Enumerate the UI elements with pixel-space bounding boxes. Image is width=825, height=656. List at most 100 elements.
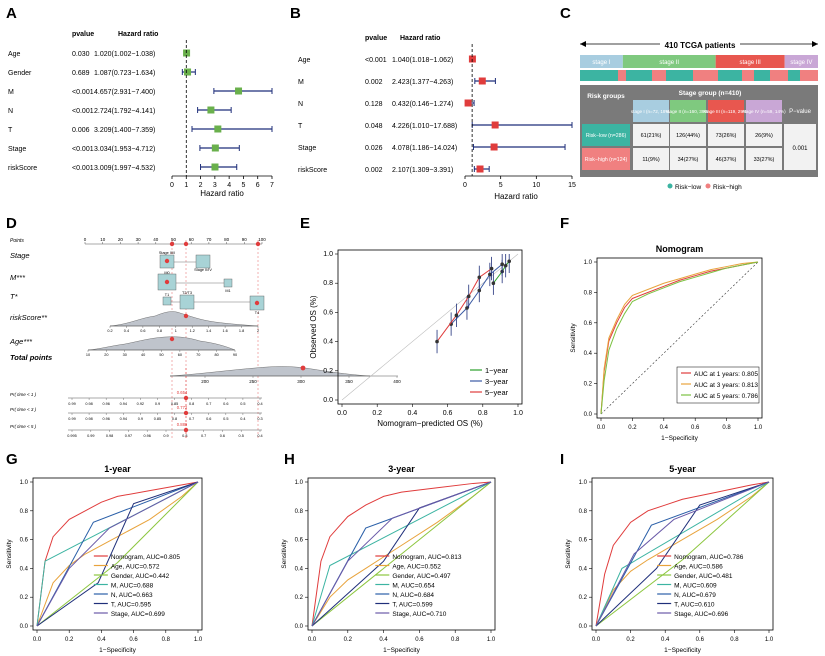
plot-title: 1-year xyxy=(104,464,131,474)
stage-segment xyxy=(580,55,623,68)
stage-dot xyxy=(164,258,170,264)
stage-group-label: Stage group (n=410) xyxy=(679,90,742,97)
y-tick-label: 0.6 xyxy=(584,321,593,327)
table-cell xyxy=(746,148,782,170)
col-header-cell xyxy=(746,100,782,122)
probability-annotation: 0.772 xyxy=(177,405,188,410)
y-tick-label: 0.0 xyxy=(584,412,593,418)
row-hr-text: 1.040(1.018−1.062) xyxy=(392,57,453,64)
legend-label: 5−year xyxy=(485,388,509,397)
stage-label: Stage II/IV xyxy=(194,268,212,272)
guide-dot xyxy=(183,241,189,247)
b-rows: Age <0.001 1.040(1.018−1.062) M 0.002 2.423(1… xyxy=(298,55,573,174)
calibration-point xyxy=(491,281,496,286)
calibration-point xyxy=(465,306,469,310)
panel-letter-A: A xyxy=(6,5,17,22)
plot-frame xyxy=(596,257,763,419)
calibration-point xyxy=(500,262,504,267)
row-hr-text: 2.724(1.792−4.141) xyxy=(94,108,155,115)
row-label: Gender xyxy=(8,70,32,77)
y-tick-label: 0.6 xyxy=(20,538,29,544)
x-tick-label: 0.0 xyxy=(597,425,606,431)
table-cell-text: 126(44%) xyxy=(676,133,700,139)
col-header-text: stage I (n=72, 18%) xyxy=(631,109,672,114)
riskscore-tick-label: 0.4 xyxy=(124,329,129,333)
nomogram-row-label: Pr( time < 5 ) xyxy=(10,424,37,429)
total-tick-label: 250 xyxy=(249,379,257,384)
y-axis-label: Sensitivity xyxy=(6,539,13,569)
x-tick-label: 0 xyxy=(463,182,467,189)
row-pvalue: 0.002 xyxy=(365,167,383,174)
table-cell-text: 11(9%) xyxy=(642,157,659,163)
legend-label: T, AUC=0.595 xyxy=(111,602,152,609)
legend-label: Nomogram, AUC=0.786 xyxy=(674,554,744,561)
probability-tick-label: 0.9 xyxy=(138,417,143,421)
row-pvalue: <0.001 xyxy=(72,165,94,172)
calibration-line xyxy=(436,268,492,342)
calibration-point xyxy=(466,294,471,299)
legend-label: N, AUC=0.663 xyxy=(111,592,153,599)
legend-label: Stage, AUC=0.696 xyxy=(674,611,728,618)
hr-marker xyxy=(491,121,499,129)
calibration-point xyxy=(454,313,459,318)
probability-tick-label: 0.8 xyxy=(172,417,177,421)
legend-label: 3−year xyxy=(485,377,509,386)
riskscore-tick-label: 0.6 xyxy=(140,329,145,333)
col-header-text: stage II (n=160, 39%) xyxy=(666,109,711,114)
y-tick-label: 0.0 xyxy=(579,624,588,630)
x-tick-label: 0.6 xyxy=(443,410,453,417)
legend-label: M, AUC=0.609 xyxy=(674,583,717,590)
table-cell-text: 34(27%) xyxy=(678,157,699,163)
legend-label: Age, AUC=0.586 xyxy=(674,564,723,571)
table-cell-text: 73(26%) xyxy=(716,133,737,139)
table-cell xyxy=(670,148,706,170)
legend-label: Stage, AUC=0.710 xyxy=(392,611,446,618)
x-tick-label: 0.4 xyxy=(660,425,669,431)
b-axis: 0 5 10 15 xyxy=(463,175,576,189)
x-tick-label: 0.8 xyxy=(722,425,731,431)
nomogram-row-label: Stage xyxy=(10,251,30,260)
a-xlabel: Hazard ratio xyxy=(200,189,244,198)
panel-letter-G: G xyxy=(6,451,18,468)
points-tick-label: 100 xyxy=(258,237,266,242)
row-label: T xyxy=(8,127,13,134)
c-risk-bar xyxy=(580,70,818,81)
y-axis-label: Sensitivity xyxy=(570,323,577,353)
riskscore-dot xyxy=(183,313,189,319)
y-tick-label: 1.0 xyxy=(20,480,29,486)
probability-tick-label: 0.96 xyxy=(102,402,109,406)
row-header-cell xyxy=(582,124,630,146)
row-header-text: Risk−low (n=286) xyxy=(586,133,627,139)
table-cell xyxy=(633,148,669,170)
probability-tick-label: 0.85 xyxy=(154,417,161,421)
y-axis-label: Sensitivity xyxy=(281,539,288,569)
col-header-text: stage III (n=119, 29%) xyxy=(704,109,749,114)
legend-high-text: Risk−high xyxy=(713,184,742,191)
x-tick-label: 0.6 xyxy=(696,637,705,643)
probability-tick-label: 0.98 xyxy=(85,417,92,421)
probability-tick-label: 0.94 xyxy=(120,402,127,406)
m-box xyxy=(223,278,233,288)
y-tick-label: 0.2 xyxy=(295,595,304,601)
table-cell-text: 46(37%) xyxy=(716,157,737,163)
y-tick-label: 1.0 xyxy=(295,480,304,486)
plot-frame xyxy=(337,249,523,405)
b-xlabel: Hazard ratio xyxy=(494,192,538,201)
plot-frame xyxy=(307,477,496,631)
riskscore-density xyxy=(109,311,259,327)
y-tick-label: 0.4 xyxy=(20,566,29,572)
x-tick-label: 4 xyxy=(227,182,231,189)
y-tick-label: 0.4 xyxy=(323,339,333,346)
row-label: Age xyxy=(8,51,21,58)
row-pvalue: <0.001 xyxy=(72,89,94,96)
probability-tick-label: 0.5 xyxy=(239,434,244,438)
riskscore-tick-label: 1.6 xyxy=(222,329,227,333)
roc-line xyxy=(311,481,492,627)
points-tick-label: 10 xyxy=(100,237,106,242)
total-tick-label: 200 xyxy=(201,379,209,384)
table-cell xyxy=(708,124,744,146)
t-label: T2/T3 xyxy=(182,291,192,295)
row-pvalue: 0.128 xyxy=(365,101,383,108)
legend-label: N, AUC=0.679 xyxy=(674,592,716,599)
b-header-hr: Hazard ratio xyxy=(400,35,440,42)
